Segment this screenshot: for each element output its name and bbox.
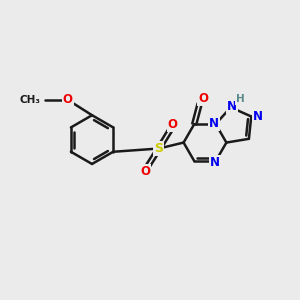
Text: H: H [236,94,244,104]
Text: O: O [198,92,208,105]
Text: O: O [63,93,73,106]
Text: N: N [253,110,263,123]
Text: N: N [210,156,220,169]
Text: CH₃: CH₃ [19,95,40,105]
Text: N: N [227,100,237,112]
Text: O: O [140,165,150,178]
Text: N: N [209,117,219,130]
Text: O: O [168,118,178,131]
Text: S: S [154,142,164,155]
